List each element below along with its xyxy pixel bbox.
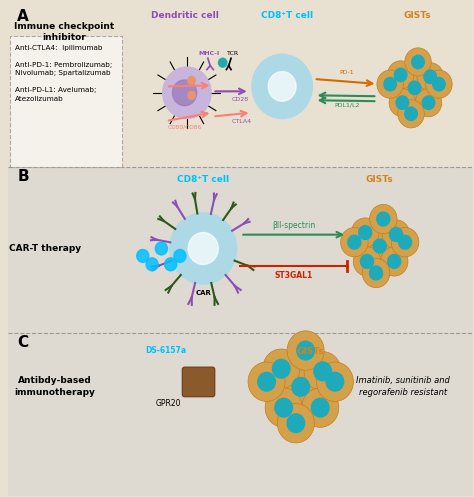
Circle shape [353,247,381,276]
Text: GPR20: GPR20 [155,399,181,408]
Circle shape [388,254,401,268]
Circle shape [316,362,354,402]
Text: GISTs: GISTs [403,11,431,20]
Circle shape [373,239,386,253]
Circle shape [170,213,237,284]
Circle shape [173,80,197,106]
Circle shape [415,88,442,117]
Circle shape [392,228,419,257]
Circle shape [351,218,379,247]
Circle shape [394,68,407,82]
Text: GISTs: GISTs [296,347,324,356]
Circle shape [282,367,319,407]
Text: CTLA4: CTLA4 [231,119,251,124]
Circle shape [340,228,368,257]
Circle shape [287,331,324,370]
Circle shape [302,388,339,427]
Circle shape [163,67,211,118]
Text: CAR-T therapy: CAR-T therapy [9,244,81,253]
Circle shape [263,349,300,389]
FancyBboxPatch shape [182,367,215,397]
Text: ST3GAL1: ST3GAL1 [274,271,313,280]
Circle shape [377,212,390,226]
Circle shape [275,398,292,417]
Text: DS-6157a: DS-6157a [146,346,187,355]
Circle shape [311,398,329,417]
Text: CD80/CD86: CD80/CD86 [167,125,201,130]
FancyBboxPatch shape [10,36,122,167]
Circle shape [426,70,452,98]
Text: CD8⁺T cell: CD8⁺T cell [177,175,229,184]
Circle shape [268,72,296,101]
Circle shape [398,100,424,128]
Circle shape [188,91,195,99]
Text: Imatinib, sunitinib and
regorafenib resistant: Imatinib, sunitinib and regorafenib resi… [356,377,450,397]
Text: B: B [18,169,29,184]
Circle shape [390,228,402,242]
Circle shape [188,77,195,84]
Circle shape [408,81,421,94]
Circle shape [314,362,331,381]
Circle shape [405,107,417,120]
Text: Antibdy-based
immunotherapy: Antibdy-based immunotherapy [14,377,95,397]
Text: GISTs: GISTs [366,175,393,184]
Circle shape [412,55,424,69]
Circle shape [417,63,444,91]
Circle shape [377,70,403,98]
Text: Anti-CTLA4:  Ipilimumab

Anti-PD-1: Pembrolizumab;
Nivolumab; Spartalizumab

Ant: Anti-CTLA4: Ipilimumab Anti-PD-1: Pembro… [15,45,112,102]
Text: PD-1: PD-1 [340,70,355,75]
Circle shape [370,266,383,280]
Circle shape [277,404,314,443]
Circle shape [396,96,409,109]
Circle shape [326,372,344,391]
Circle shape [362,258,390,288]
FancyBboxPatch shape [8,167,473,332]
Circle shape [137,249,149,262]
Text: CD8⁺T cell: CD8⁺T cell [261,11,313,20]
Circle shape [384,78,396,91]
Circle shape [366,232,393,261]
Text: βII-spectrin: βII-spectrin [272,221,315,230]
FancyBboxPatch shape [8,332,473,496]
Circle shape [188,233,218,264]
Circle shape [422,96,435,109]
Circle shape [146,258,158,271]
Circle shape [304,351,341,391]
Circle shape [174,249,186,262]
Circle shape [248,362,285,402]
Circle shape [359,226,372,240]
FancyBboxPatch shape [8,1,473,167]
Circle shape [155,242,167,255]
Circle shape [252,54,312,118]
Circle shape [405,48,431,76]
Circle shape [399,235,411,249]
Text: CAR: CAR [195,290,211,296]
Circle shape [164,258,177,271]
Circle shape [292,378,310,396]
Circle shape [382,220,410,249]
Text: Dendritic cell: Dendritic cell [151,11,219,20]
Text: CD28: CD28 [232,97,249,102]
Text: C: C [18,335,28,350]
Circle shape [273,359,290,378]
Circle shape [370,204,397,234]
Circle shape [265,388,302,427]
Circle shape [433,78,445,91]
Circle shape [381,247,408,276]
Circle shape [401,74,428,102]
Text: PDL1/L2: PDL1/L2 [335,103,360,108]
Circle shape [297,341,314,360]
Circle shape [387,61,414,89]
Circle shape [219,58,227,67]
Text: A: A [18,9,29,24]
Circle shape [389,88,416,117]
Text: TCR: TCR [228,51,239,56]
Circle shape [361,254,374,268]
Text: MHC-I: MHC-I [199,51,220,56]
Circle shape [424,70,437,83]
Circle shape [287,414,305,432]
Circle shape [348,235,361,249]
Text: Immune checkpoint
inhibitor: Immune checkpoint inhibitor [14,22,114,42]
Circle shape [258,372,275,391]
